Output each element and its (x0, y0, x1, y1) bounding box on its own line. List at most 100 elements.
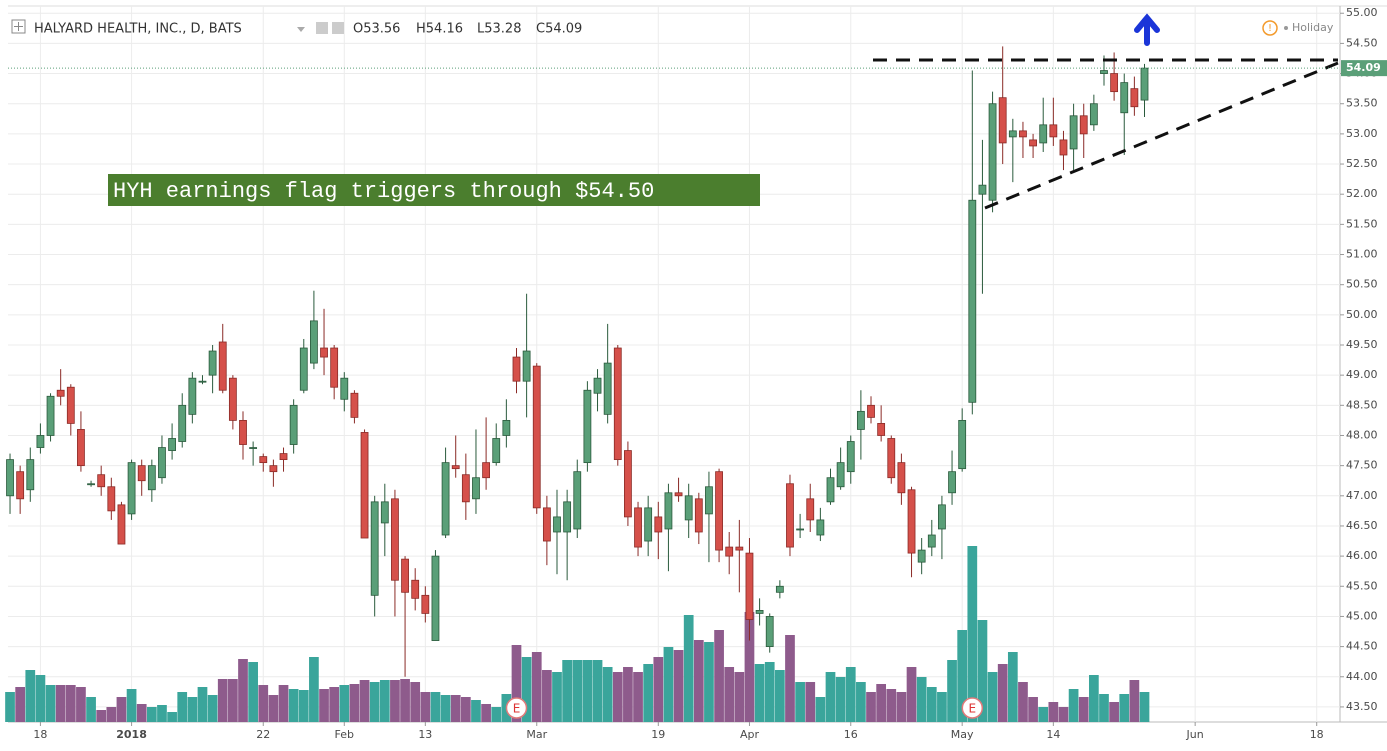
ohlc-value: H54.16 (416, 22, 463, 37)
candle-body (279, 453, 288, 461)
y-tick-label: 54.50 (1346, 36, 1378, 49)
volume-bar (217, 679, 228, 722)
volume-bar (187, 697, 198, 722)
candle-body (320, 347, 328, 358)
volume-bar (633, 672, 643, 722)
candle-body (411, 579, 420, 599)
volume-bar (55, 685, 66, 722)
candle-body (796, 528, 805, 531)
candle-body (1069, 115, 1078, 150)
volume-bar (25, 670, 36, 722)
volume-bar (744, 612, 755, 722)
volume-bar (379, 680, 390, 722)
y-tick-label: 50.00 (1346, 308, 1378, 321)
candle-body (887, 438, 896, 479)
candle-body (1120, 82, 1129, 114)
candle-body (188, 377, 197, 415)
candle-body (269, 465, 278, 473)
candle-body (1110, 73, 1119, 93)
x-tick-label: 13 (418, 728, 432, 741)
candle-body (340, 377, 349, 400)
volume-bar (1068, 689, 1079, 722)
volume-bar (876, 684, 887, 722)
volume-bar (572, 660, 583, 722)
ohlc-value: O53.56 (353, 22, 400, 37)
annotation: HYH earnings flag triggers through $54.5… (108, 174, 760, 206)
volume-bar (258, 685, 269, 722)
volume-bar (116, 697, 127, 722)
candle-body (968, 199, 977, 403)
volume-bar (926, 687, 937, 722)
earnings-label: E (513, 702, 521, 716)
status-text: Holiday (1292, 21, 1334, 34)
volume-bar (663, 647, 674, 722)
volume-bar (886, 689, 897, 722)
icon (14, 22, 23, 31)
candle-body (451, 465, 460, 470)
volume-bar (400, 679, 410, 722)
candle-body (867, 404, 875, 418)
candle-body (310, 320, 318, 364)
candle-body (198, 380, 207, 383)
volume-bar (440, 695, 451, 722)
candle-body (370, 501, 379, 596)
y-tick-label: 51.50 (1346, 217, 1378, 230)
volume-bar (916, 677, 927, 722)
candle-body (249, 447, 258, 449)
candle-body (563, 501, 572, 533)
candle-body (583, 389, 592, 464)
candle-body (391, 498, 399, 581)
candle-body (624, 450, 632, 518)
status-icon: ! (1268, 23, 1272, 34)
volume-bar (906, 667, 917, 722)
candle-body (775, 585, 784, 593)
y-tick-label: 49.00 (1346, 368, 1378, 381)
status-icon (1262, 20, 1278, 36)
volume-bar (704, 642, 714, 722)
volume-bar (785, 635, 795, 722)
candle-body (137, 465, 146, 482)
y-tick-label: 48.50 (1346, 398, 1378, 411)
candle-body (1140, 67, 1149, 101)
candle-body (502, 419, 511, 436)
candle-body (684, 495, 693, 521)
volume-bar (602, 667, 613, 722)
volume-bar (1129, 680, 1140, 722)
volume-bar (714, 630, 724, 722)
candle-body (87, 483, 95, 486)
volume-bar (683, 615, 694, 722)
x-tick-label: May (951, 728, 974, 741)
volume-bar (481, 704, 491, 722)
icon (332, 22, 344, 34)
candle-body (1130, 88, 1139, 108)
volume-bar (1028, 697, 1038, 722)
volume-bar (511, 645, 522, 722)
volume-bar (207, 695, 218, 722)
candle-body (542, 507, 551, 542)
volume-bar (1099, 694, 1109, 722)
candle-body (694, 498, 703, 533)
earnings-label: E (969, 702, 977, 716)
candle-body (401, 558, 409, 593)
candle-body (36, 435, 45, 448)
x-tick-label: Apr (740, 728, 760, 741)
volume-bar (997, 664, 1008, 722)
candle-body (289, 404, 298, 445)
candle-body (725, 546, 734, 557)
icon (11, 19, 26, 34)
candle-body (735, 546, 744, 551)
x-tick-label: 2018 (116, 728, 147, 741)
volume-bar (136, 704, 147, 722)
volume-bar (734, 672, 745, 722)
candle-body (46, 395, 55, 436)
volume-bar (653, 657, 664, 722)
candle-body (613, 347, 622, 461)
candle-body (553, 516, 561, 533)
volume-bar (5, 692, 15, 722)
candle-body (927, 534, 936, 548)
candle-body (836, 462, 845, 488)
volume-bar (471, 700, 481, 722)
volume-bar (693, 640, 704, 722)
volume-bar (1139, 692, 1150, 722)
volume-bar (795, 682, 805, 722)
